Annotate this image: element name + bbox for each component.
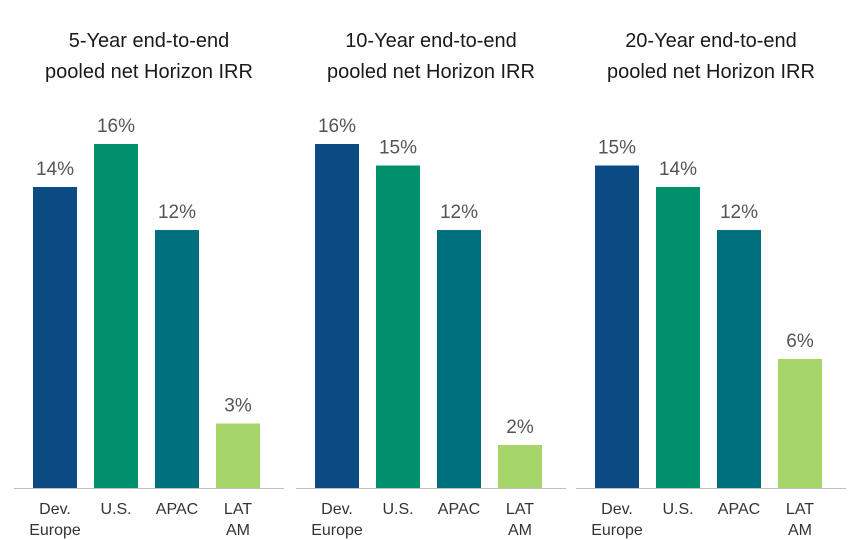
data-label-lat-am: 3%: [224, 396, 252, 417]
data-label-u-s: 14%: [659, 159, 697, 180]
category-label-dev-europe: Europe: [29, 522, 81, 539]
category-label-lat-am: LAT: [786, 501, 814, 518]
category-label-apac: APAC: [438, 501, 480, 518]
data-label-dev-europe: 14%: [36, 159, 74, 180]
category-label-dev-europe: Dev.: [321, 501, 353, 518]
data-label-lat-am: 2%: [506, 417, 534, 438]
bar-chart-20-year: 15% Dev. Europe 14% U.S. 12% APAC 6% LAT AM: [576, 138, 846, 539]
bar-u-s: [94, 144, 138, 488]
bar-apac: [155, 230, 199, 488]
data-label-u-s: 15%: [379, 138, 417, 159]
chart-title-line-2: pooled net Horizon IRR: [327, 61, 535, 83]
bar-apac: [437, 230, 481, 488]
bar-dev-europe: [33, 187, 77, 488]
chart-title: 5-Year end-to-end pooled net Horizon IRR: [14, 26, 284, 88]
chart-title-line-1: 20-Year end-to-end: [625, 30, 797, 52]
category-label-apac: APAC: [156, 501, 198, 518]
category-label-lat-am: AM: [788, 522, 812, 539]
bar-dev-europe: [595, 165, 639, 488]
bar-u-s: [656, 187, 700, 488]
chart-panel-10-year: 10-Year end-to-end pooled net Horizon IR…: [296, 0, 566, 540]
chart-title-line-2: pooled net Horizon IRR: [607, 61, 815, 83]
category-label-lat-am: AM: [226, 522, 250, 539]
bar-lat-am: [778, 359, 822, 488]
bar-apac: [717, 230, 761, 488]
category-label-apac: APAC: [718, 501, 760, 518]
category-label-lat-am: AM: [508, 522, 532, 539]
bar-dev-europe: [315, 144, 359, 488]
data-label-apac: 12%: [720, 202, 758, 223]
chart-panel-5-year: 5-Year end-to-end pooled net Horizon IRR…: [14, 0, 284, 540]
chart-title: 10-Year end-to-end pooled net Horizon IR…: [296, 26, 566, 88]
bar-lat-am: [498, 445, 542, 488]
data-label-lat-am: 6%: [786, 331, 814, 352]
category-label-lat-am: LAT: [506, 501, 534, 518]
chart-title-line-2: pooled net Horizon IRR: [45, 61, 253, 83]
data-label-apac: 12%: [440, 202, 478, 223]
category-label-dev-europe: Dev.: [601, 501, 633, 518]
bar-chart-5-year: 14% Dev. Europe 16% U.S. 12% APAC 3% LAT AM: [14, 116, 284, 539]
category-label-lat-am: LAT: [224, 501, 252, 518]
category-label-u-s: U.S.: [100, 501, 131, 518]
data-label-dev-europe: 15%: [598, 138, 636, 159]
category-label-u-s: U.S.: [662, 501, 693, 518]
chart-title: 20-Year end-to-end pooled net Horizon IR…: [576, 26, 846, 88]
data-label-apac: 12%: [158, 202, 196, 223]
chart-title-line-1: 10-Year end-to-end: [345, 30, 517, 52]
category-label-dev-europe: Europe: [591, 522, 643, 539]
bar-chart-10-year: 16% Dev. Europe 15% U.S. 12% APAC 2% LAT AM: [296, 116, 566, 539]
bar-u-s: [376, 165, 420, 488]
category-label-dev-europe: Dev.: [39, 501, 71, 518]
data-label-dev-europe: 16%: [318, 116, 356, 137]
bar-lat-am: [216, 423, 260, 488]
category-label-dev-europe: Europe: [311, 522, 363, 539]
data-label-u-s: 16%: [97, 116, 135, 137]
category-label-u-s: U.S.: [382, 501, 413, 518]
chart-panel-20-year: 20-Year end-to-end pooled net Horizon IR…: [576, 0, 846, 540]
chart-title-line-1: 5-Year end-to-end: [68, 30, 230, 52]
